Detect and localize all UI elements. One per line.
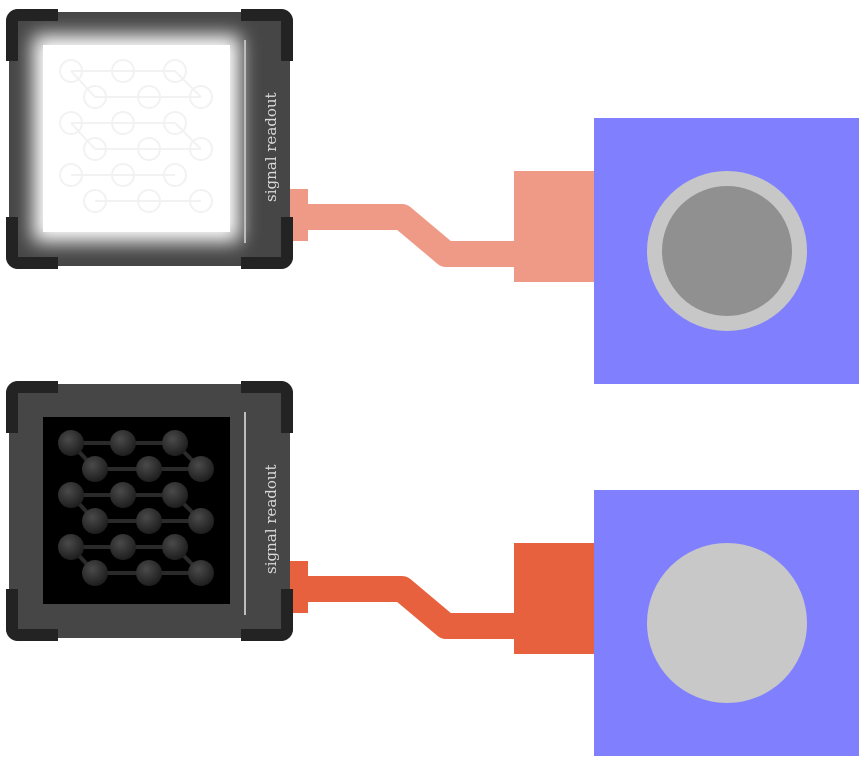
corner-bracket-tl-2 [6,381,58,433]
readout-screen-2 [43,417,230,604]
switch-knob-2[interactable] [647,543,807,703]
corner-bracket-bl-1 [6,217,58,269]
cable-wire-2 [300,576,520,639]
signal-cable-1 [281,171,596,282]
signal-readout-panel-2: signal readout [6,381,293,641]
signal-cable-2 [281,543,596,654]
switch-knob-1[interactable] [647,171,807,331]
cable-wire-1 [300,204,520,267]
panel-divider-1 [244,40,246,243]
corner-bracket-bl-2 [6,589,58,641]
panel-divider-2 [244,412,246,615]
signal-row-1: signal readout [0,9,868,384]
signal-row-2: signal readout [0,381,868,756]
panel-label-1: signal readout [262,92,280,202]
signal-readout-panel-1: signal readout [6,9,293,269]
cable-connector-2 [514,543,596,654]
cable-connector-1 [514,171,596,282]
corner-bracket-tl-1 [6,9,58,61]
panel-label-2: signal readout [262,464,280,574]
corner-bracket-br-2 [241,589,293,641]
corner-bracket-br-1 [241,217,293,269]
circuit-pattern-2 [58,430,214,586]
circuit-pattern-1 [59,59,213,213]
corner-bracket-tr-1 [241,9,293,61]
switch-plate-1[interactable] [594,118,859,384]
readout-screen-1 [43,45,230,232]
switch-plate-2[interactable] [594,490,859,756]
corner-bracket-tr-2 [241,381,293,433]
